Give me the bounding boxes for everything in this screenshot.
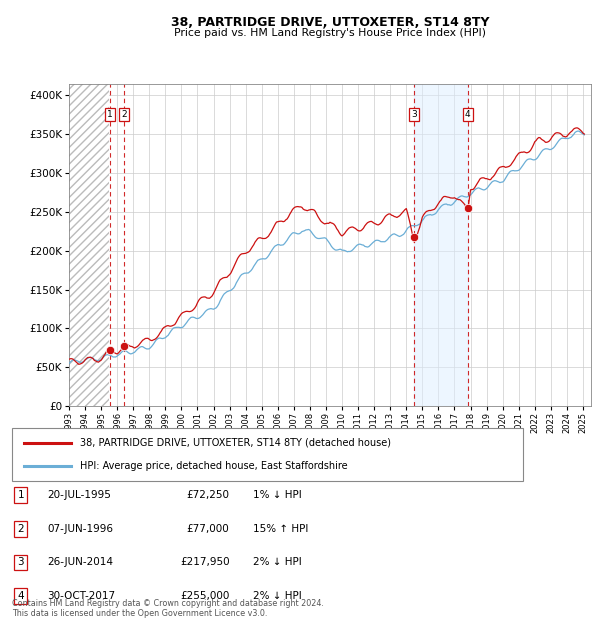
Text: Price paid vs. HM Land Registry's House Price Index (HPI): Price paid vs. HM Land Registry's House … xyxy=(174,28,486,38)
Text: 15% ↑ HPI: 15% ↑ HPI xyxy=(253,524,308,534)
Text: 20-JUL-1995: 20-JUL-1995 xyxy=(47,490,111,500)
Text: 38, PARTRIDGE DRIVE, UTTOXETER, ST14 8TY: 38, PARTRIDGE DRIVE, UTTOXETER, ST14 8TY xyxy=(171,16,489,29)
FancyBboxPatch shape xyxy=(12,428,523,481)
Text: 2% ↓ HPI: 2% ↓ HPI xyxy=(253,591,302,601)
Text: 3: 3 xyxy=(17,557,24,567)
Text: 3: 3 xyxy=(411,110,417,119)
Text: 1: 1 xyxy=(17,490,24,500)
Text: £77,000: £77,000 xyxy=(187,524,229,534)
Text: 4: 4 xyxy=(17,591,24,601)
Text: £217,950: £217,950 xyxy=(180,557,229,567)
Text: 1% ↓ HPI: 1% ↓ HPI xyxy=(253,490,302,500)
Text: HPI: Average price, detached house, East Staffordshire: HPI: Average price, detached house, East… xyxy=(79,461,347,471)
Text: 30-OCT-2017: 30-OCT-2017 xyxy=(47,591,115,601)
Text: 2: 2 xyxy=(121,110,127,119)
Text: 07-JUN-1996: 07-JUN-1996 xyxy=(47,524,113,534)
Text: 38, PARTRIDGE DRIVE, UTTOXETER, ST14 8TY (detached house): 38, PARTRIDGE DRIVE, UTTOXETER, ST14 8TY… xyxy=(79,438,391,448)
Text: 2: 2 xyxy=(17,524,24,534)
Text: £72,250: £72,250 xyxy=(187,490,229,500)
Text: 26-JUN-2014: 26-JUN-2014 xyxy=(47,557,113,567)
Bar xyxy=(414,84,468,406)
Text: 1: 1 xyxy=(107,110,113,119)
Text: Contains HM Land Registry data © Crown copyright and database right 2024.
This d: Contains HM Land Registry data © Crown c… xyxy=(12,599,324,618)
Text: 4: 4 xyxy=(465,110,470,119)
Text: £255,000: £255,000 xyxy=(180,591,229,601)
Text: 2% ↓ HPI: 2% ↓ HPI xyxy=(253,557,302,567)
